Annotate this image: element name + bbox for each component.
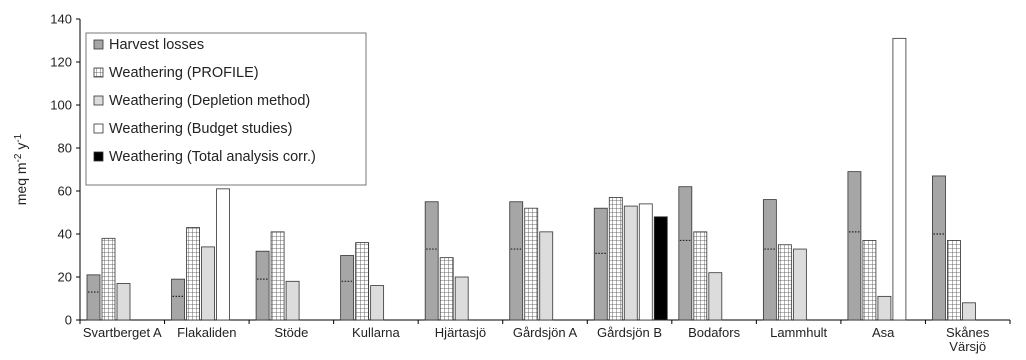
legend-label: Weathering (Depletion method) bbox=[109, 93, 310, 109]
bar bbox=[623, 205, 638, 321]
bar bbox=[678, 186, 693, 321]
bar bbox=[708, 272, 723, 321]
bar bbox=[762, 199, 777, 321]
x-tick-label: Skånes bbox=[946, 325, 990, 340]
bar bbox=[653, 216, 668, 321]
legend: Harvest losses Weathering (PROFILE) Weathe… bbox=[85, 32, 367, 186]
bar bbox=[454, 276, 469, 321]
bar bbox=[370, 285, 385, 321]
bar bbox=[539, 231, 554, 321]
bar bbox=[439, 257, 454, 321]
legend-label: Weathering (PROFILE) bbox=[109, 65, 259, 81]
y-tick-label: 0 bbox=[65, 313, 72, 328]
bar bbox=[792, 248, 807, 321]
legend-label: Harvest losses bbox=[109, 37, 204, 53]
bar bbox=[608, 197, 623, 321]
y-axis-title: meq m-2 y-1 bbox=[13, 133, 30, 205]
bar bbox=[693, 231, 708, 321]
y-tick-label: 20 bbox=[58, 270, 72, 285]
legend-swatch bbox=[93, 95, 104, 106]
bar bbox=[285, 280, 300, 321]
x-tick-label: Stöde bbox=[274, 325, 308, 340]
x-tick-label: Svartberget A bbox=[83, 325, 162, 340]
x-tick-label: Gårdsjön A bbox=[513, 325, 578, 340]
y-tick-label: 140 bbox=[50, 12, 72, 27]
bar bbox=[847, 171, 862, 321]
bar bbox=[777, 244, 792, 321]
x-tick-label: Värsjö bbox=[949, 339, 986, 354]
bar bbox=[593, 207, 608, 321]
y-tick-label: 120 bbox=[50, 55, 72, 70]
bar bbox=[524, 207, 539, 321]
legend-label: Weathering (Total analysis corr.) bbox=[109, 149, 316, 165]
bar bbox=[947, 240, 961, 321]
legend-swatch bbox=[93, 67, 104, 78]
x-tick-label: Gårdsjön B bbox=[597, 325, 662, 340]
bar bbox=[270, 231, 285, 321]
bar bbox=[216, 188, 230, 321]
bar bbox=[340, 255, 355, 321]
x-tick-label: Asa bbox=[872, 325, 895, 340]
bar bbox=[638, 203, 653, 321]
x-tick-label: Bodafors bbox=[688, 325, 741, 340]
bar bbox=[355, 242, 370, 321]
legend-swatch bbox=[93, 123, 104, 134]
bar bbox=[509, 201, 524, 321]
bar bbox=[892, 37, 907, 321]
legend-label: Weathering (Budget studies) bbox=[109, 121, 293, 137]
y-tick-label: 60 bbox=[58, 184, 72, 199]
bar bbox=[877, 295, 892, 321]
x-tick-label: Lammhult bbox=[770, 325, 827, 340]
y-tick-label: 40 bbox=[58, 227, 72, 242]
bar bbox=[116, 283, 131, 321]
legend-swatch bbox=[93, 151, 104, 162]
bar bbox=[201, 246, 215, 321]
bar bbox=[862, 240, 877, 321]
x-tick-label: Kullarna bbox=[352, 325, 400, 340]
legend-swatch bbox=[93, 39, 104, 50]
x-tick-label: Flakaliden bbox=[177, 325, 236, 340]
bar bbox=[424, 201, 439, 321]
bar bbox=[255, 250, 270, 321]
bar bbox=[962, 302, 976, 321]
bar bbox=[932, 175, 946, 321]
bar bbox=[86, 274, 101, 321]
bar bbox=[171, 278, 185, 321]
bar bbox=[186, 227, 200, 321]
y-tick-label: 80 bbox=[58, 141, 72, 156]
legend-box bbox=[85, 32, 367, 186]
x-tick-label: Hjärtasjö bbox=[435, 325, 486, 340]
y-tick-label: 100 bbox=[50, 98, 72, 113]
bar bbox=[101, 237, 116, 321]
